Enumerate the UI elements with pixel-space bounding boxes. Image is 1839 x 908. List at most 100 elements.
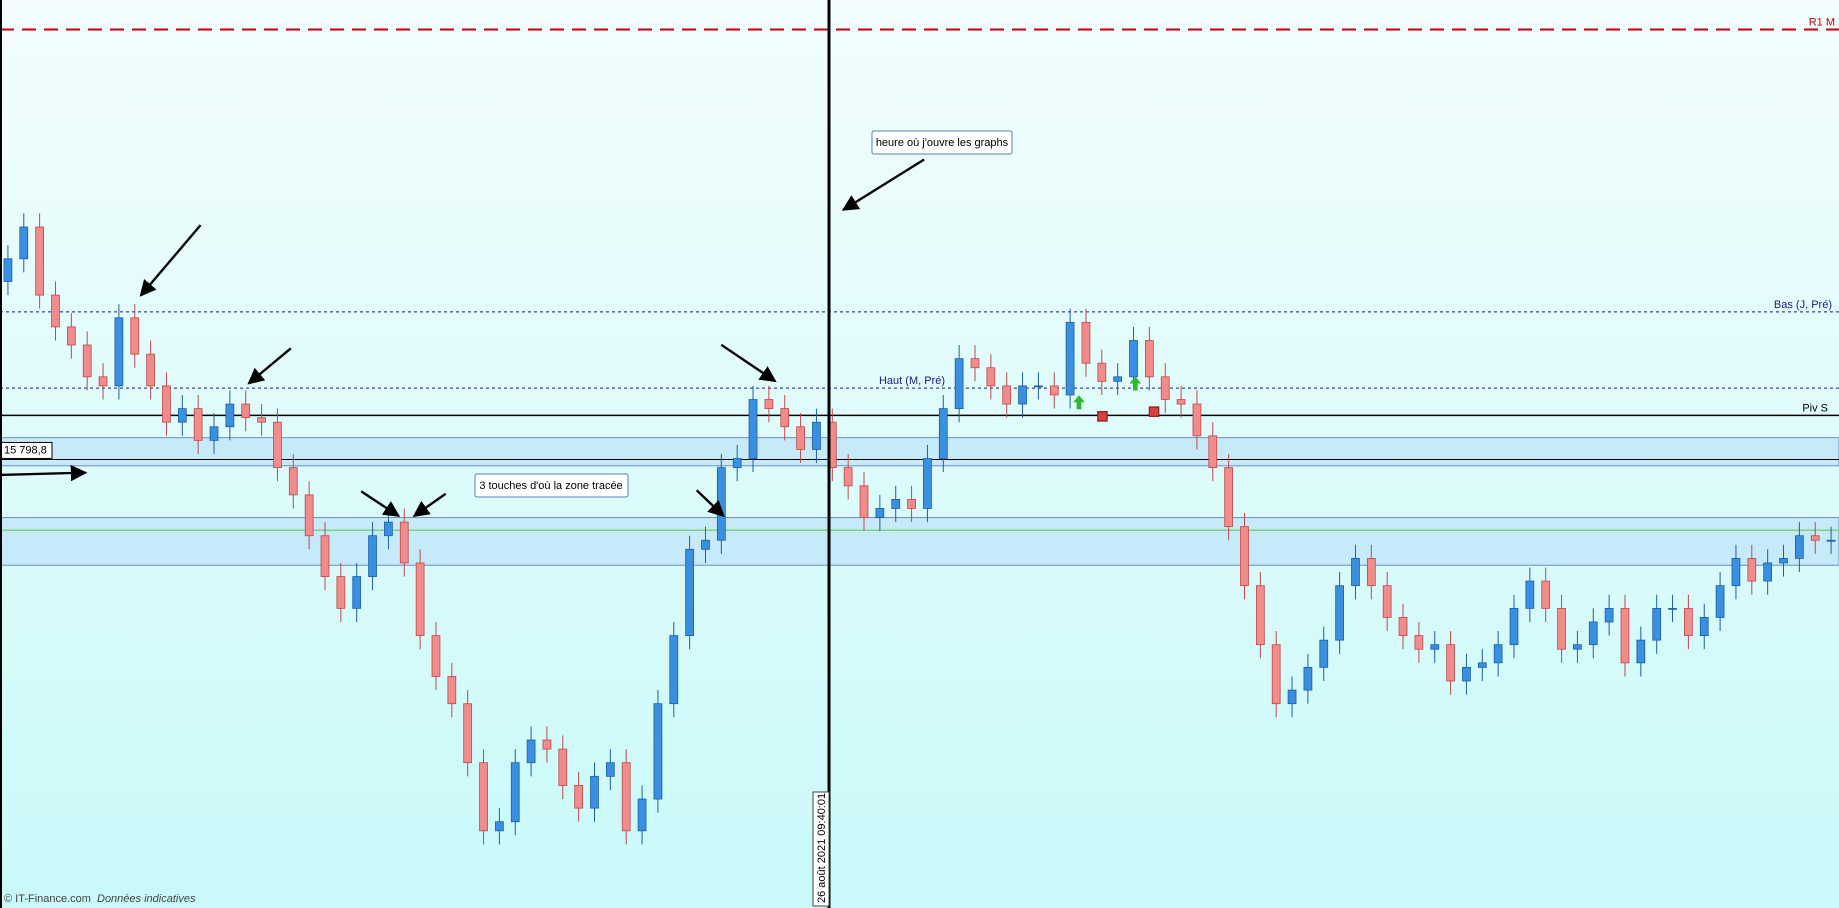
candle-body [1002,385,1012,405]
arrow [0,464,88,482]
candle-body [1588,621,1598,646]
candle-body [1398,617,1408,637]
candle-body [495,821,504,832]
candle-body [1652,607,1662,641]
candle-body [1192,403,1202,437]
candle-body [1541,580,1551,609]
candle-body [1826,539,1836,542]
candle-body [1810,535,1820,541]
candle-body [1335,585,1344,641]
candle-body [716,467,726,541]
candle-body [1129,340,1138,378]
cursor-time: 26 août 2021 09:40:01 [816,793,828,903]
candle-body [986,367,996,387]
candle-body [130,317,140,355]
candle-body [1145,340,1154,378]
candle-body [177,408,187,423]
candle-body [701,539,710,550]
candle-body [1446,644,1455,682]
footer-note: Données indicatives [97,893,196,905]
candle-body [1049,385,1059,396]
arrow [720,343,777,383]
candle-body [19,226,29,260]
candle-body [1366,558,1376,587]
level-label: Bas (J, Pré) [1774,299,1832,311]
price-label: 15 798,8 [4,444,47,456]
arrow [695,489,725,518]
candle-body [1509,607,1519,646]
candle-body [320,535,330,577]
candle-body [1493,644,1503,664]
candle-body [1668,607,1677,610]
sell-signal [1148,406,1160,417]
candle-body [780,408,790,428]
candle-body [938,408,948,459]
annotation-box [474,473,629,498]
candle-body [1034,385,1043,388]
candle-body [1176,399,1186,405]
candle-body [1287,689,1297,705]
arrow [841,158,925,211]
candle-body [590,775,599,809]
candle-body [1462,666,1471,682]
candle-body [463,703,473,764]
candle-body [51,294,60,328]
candle-body [1208,435,1218,469]
candle-body [415,562,425,637]
candle-body [875,508,885,518]
candle-body [637,798,647,832]
candle-body [748,399,758,459]
candle-body [1477,662,1487,668]
zone [0,437,1839,467]
candle-body [3,258,13,282]
candle-body [447,676,457,705]
candle-body [812,421,821,450]
sell-signal [1097,411,1108,422]
candle-body [1224,467,1234,528]
footer-source: © IT-Finance.com [4,893,91,905]
candle-body [1795,535,1804,559]
price-label-box [0,441,53,459]
candle-body [1699,617,1709,637]
candle-body [891,498,901,509]
candle-body [732,458,742,469]
level-label: R1 M [1809,16,1835,28]
candle-body [1113,376,1123,382]
candle-body [288,467,298,496]
candle-body [1160,376,1170,400]
candle-body [336,576,346,609]
buy-signal [1073,395,1085,410]
candle-body [1620,607,1630,664]
candle-body [574,785,584,809]
candle-body [1731,558,1741,587]
candle-body [1081,321,1091,364]
candle-body [764,399,774,409]
annotation-box [871,130,1013,155]
candle-body [1097,362,1107,382]
candle-body [1319,639,1329,668]
buy-signal [1129,376,1142,391]
candle-body [82,344,92,378]
candle-body [1414,635,1424,650]
candle-body [1525,580,1535,609]
candle-body [146,353,155,387]
candle-body [1636,639,1646,664]
candle-body [98,376,108,387]
candle-body [1779,558,1788,564]
candle-body [384,521,393,537]
candle-body [193,408,203,441]
candle-body [1715,585,1725,618]
candle-body [257,417,266,423]
candle-body [114,317,124,387]
candle-body [1065,321,1075,396]
candle-body [1240,526,1249,587]
candle-body [1573,644,1582,650]
arrow [139,224,202,297]
candle-body [241,403,251,419]
candle-body [225,403,235,428]
candle-body [66,326,76,346]
candle-body [923,458,932,509]
candle-body [542,739,552,750]
